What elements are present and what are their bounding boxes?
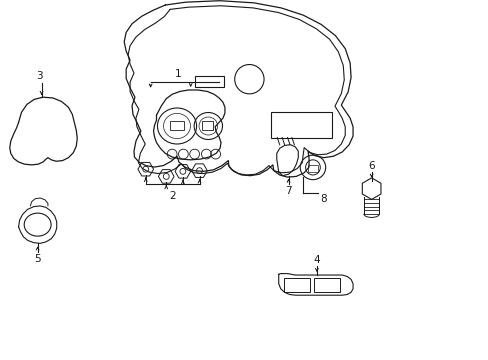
- Bar: [170, 121, 183, 130]
- Text: 3: 3: [36, 71, 42, 81]
- Bar: [307, 165, 317, 172]
- Bar: [270, 112, 331, 138]
- Text: 4: 4: [313, 255, 320, 265]
- Text: 1: 1: [174, 69, 181, 79]
- Text: 7: 7: [285, 186, 291, 196]
- Text: 6: 6: [367, 161, 374, 171]
- Bar: [194, 76, 224, 87]
- Bar: [202, 121, 213, 130]
- Bar: [283, 278, 309, 292]
- Text: 2: 2: [169, 191, 176, 201]
- Text: 8: 8: [320, 194, 326, 204]
- Bar: [313, 278, 340, 292]
- Text: 5: 5: [34, 254, 41, 264]
